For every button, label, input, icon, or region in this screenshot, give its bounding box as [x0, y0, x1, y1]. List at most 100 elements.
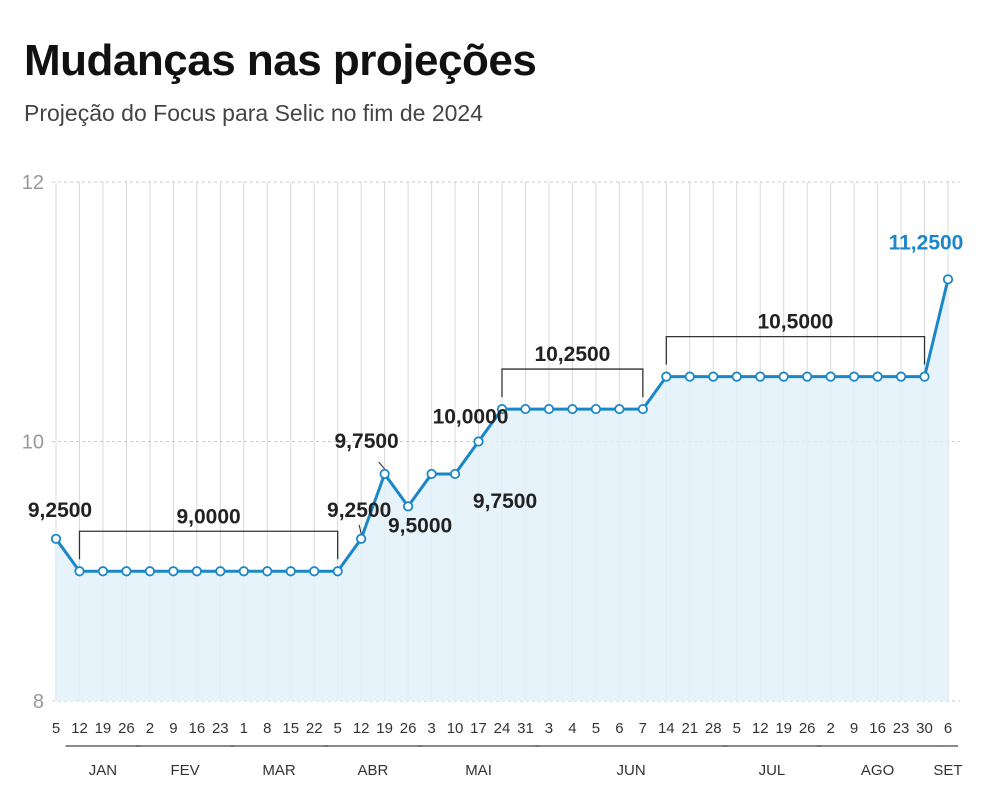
data-point: [332, 566, 343, 577]
x-tick-label: 22: [306, 720, 323, 737]
data-point: [637, 403, 648, 415]
point-annotation: 9,7500: [473, 490, 537, 513]
data-point: [708, 371, 719, 382]
data-point: [895, 371, 907, 382]
month-label: JUN: [617, 762, 646, 779]
x-axis-ticks: 5 12 19 26 2 9 16 23 1 8 15 22 5 12 19 26 3 10 17 24 31 3 4 5 6 7…: [52, 720, 952, 737]
bracket-label: 9,0000: [176, 505, 240, 528]
x-tick-label: 19: [775, 720, 792, 737]
x-tick-label: 5: [592, 720, 600, 737]
data-point: [285, 566, 296, 577]
x-tick-label: 30: [916, 720, 933, 737]
data-point: [449, 468, 461, 480]
data-point: [356, 533, 367, 544]
month-label: SET: [933, 762, 962, 779]
x-tick-label: 23: [893, 720, 910, 737]
data-point: [309, 566, 320, 577]
data-point: [942, 274, 954, 285]
data-point: [520, 403, 531, 415]
x-tick-label: 12: [752, 720, 769, 737]
x-tick-label: 23: [212, 720, 229, 737]
month-label: ABR: [357, 762, 388, 779]
data-point: [496, 403, 508, 415]
point-annotation: 9,5000: [388, 514, 452, 537]
data-point: [121, 566, 132, 577]
point-annotation: 9,2500: [28, 499, 92, 522]
series-area: [56, 279, 948, 701]
x-tick-label: 5: [733, 720, 741, 737]
data-point: [755, 371, 766, 382]
x-tick-label: 19: [95, 720, 112, 737]
x-tick-label: 10: [447, 720, 464, 737]
data-point: [849, 371, 860, 382]
x-tick-label: 7: [639, 720, 647, 737]
x-tick-label: 16: [869, 720, 886, 737]
x-tick-label: 19: [376, 720, 393, 737]
data-point: [97, 566, 109, 577]
x-tick-label: 5: [52, 720, 60, 737]
y-axis-ticks: 8 10 12: [22, 172, 44, 713]
data-point: [379, 468, 390, 480]
data-point: [567, 403, 578, 415]
y-tick-label: 10: [22, 432, 44, 454]
annotation-leader: [378, 461, 386, 470]
data-point: [543, 403, 555, 415]
x-tick-label: 9: [169, 720, 177, 737]
data-points: [50, 274, 954, 577]
x-tick-label: 12: [353, 720, 370, 737]
x-tick-label: 4: [568, 720, 576, 737]
data-point: [590, 403, 601, 415]
value-brackets: [78, 335, 926, 560]
bracket-label: 10,2500: [534, 343, 610, 366]
x-tick-label: 6: [615, 720, 623, 737]
data-point: [825, 371, 836, 382]
bracket: [501, 368, 644, 398]
month-label: JUL: [759, 762, 786, 779]
data-point: [191, 566, 202, 577]
data-point: [262, 566, 273, 577]
chart-title: Mudanças nas projeções: [24, 36, 537, 85]
data-point: [168, 566, 179, 577]
x-tick-label: 3: [427, 720, 435, 737]
x-tick-label: 2: [146, 720, 154, 737]
point-annotation: 9,7500: [335, 430, 399, 453]
data-point: [661, 371, 672, 382]
x-tick-label: 8: [263, 720, 271, 737]
bracket: [665, 335, 926, 365]
x-tick-label: 26: [118, 720, 135, 737]
data-point: [684, 371, 695, 382]
x-tick-label: 6: [944, 720, 952, 737]
point-annotation: 10,0000: [433, 406, 509, 429]
data-point: [473, 436, 484, 447]
x-tick-label: 26: [799, 720, 816, 737]
data-point: [614, 403, 625, 415]
month-label: MAI: [465, 762, 492, 779]
data-point: [403, 501, 414, 512]
x-tick-label: 5: [334, 720, 342, 737]
x-tick-label: 28: [705, 720, 722, 737]
point-annotation: 11,2500: [889, 231, 964, 254]
chart-subtitle: Projeção do Focus para Selic no fim de 2…: [24, 100, 483, 126]
value-annotations: 9,0000 10,2500 10,5000 9,2500 9,2500 9,7500 9,…: [28, 231, 964, 537]
data-point: [872, 371, 883, 382]
bracket-label: 10,5000: [757, 311, 833, 334]
x-tick-label: 1: [240, 720, 248, 737]
data-point: [238, 566, 249, 577]
data-point: [731, 371, 742, 382]
data-point: [802, 371, 813, 382]
data-point: [215, 566, 226, 577]
x-tick-label: 9: [850, 720, 858, 737]
data-point: [778, 371, 789, 382]
x-tick-label: 31: [517, 720, 534, 737]
month-label: JAN: [89, 762, 117, 779]
month-label: FEV: [171, 762, 200, 779]
month-label: MAR: [262, 762, 296, 779]
point-annotation: 9,2500: [327, 499, 391, 522]
x-tick-label: 21: [681, 720, 698, 737]
month-labels: JAN FEV MAR ABR MAI JUN JUL AGO SET: [65, 745, 963, 779]
x-tick-label: 26: [400, 720, 417, 737]
x-tick-label: 15: [282, 720, 299, 737]
data-point: [74, 566, 85, 577]
x-tick-label: 17: [470, 720, 487, 737]
data-point: [919, 371, 930, 382]
